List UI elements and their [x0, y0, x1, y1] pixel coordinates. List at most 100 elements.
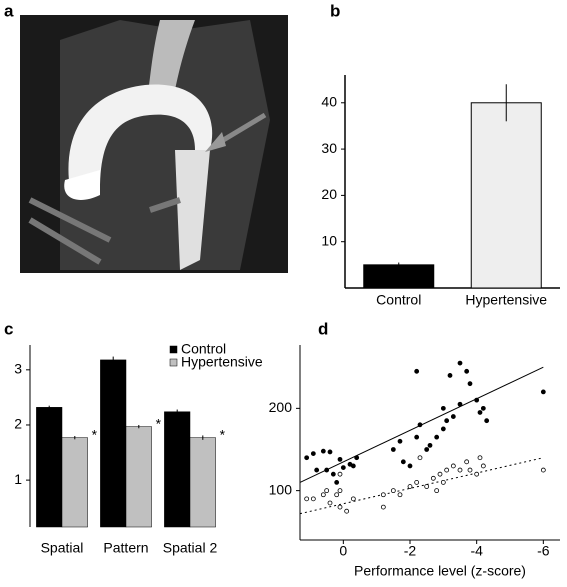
point — [407, 463, 413, 469]
x-tick-label: Pattern — [103, 540, 148, 556]
legend-label: Control — [181, 341, 226, 357]
point — [337, 504, 343, 510]
point — [380, 504, 386, 510]
panel-label: c — [4, 319, 13, 338]
point — [437, 471, 443, 477]
panel-label: b — [330, 1, 340, 20]
y-tick-label: 20 — [321, 186, 337, 202]
point — [450, 414, 456, 419]
point — [334, 492, 340, 498]
point — [467, 467, 473, 473]
y-tick-label: 30 — [321, 140, 337, 156]
point — [417, 455, 423, 461]
point — [480, 405, 486, 411]
point — [457, 401, 463, 407]
annotation: * — [156, 415, 162, 431]
bar — [100, 359, 127, 528]
point — [327, 449, 333, 455]
panel-label: a — [4, 1, 14, 20]
bar — [61, 437, 88, 528]
point — [450, 463, 456, 469]
x-tick-label: Spatial 2 — [163, 540, 218, 556]
point — [434, 434, 440, 440]
y-tick-label: 100 — [269, 481, 293, 497]
point — [424, 484, 430, 489]
trend-line — [299, 457, 544, 515]
point — [540, 389, 546, 395]
y-tick-label: 2 — [14, 416, 22, 432]
point — [474, 397, 480, 403]
legend-swatch — [169, 345, 178, 354]
legend-swatch — [169, 358, 178, 367]
bar — [125, 426, 152, 528]
x-axis-label: Performance level (z-score) — [354, 563, 526, 579]
point — [467, 381, 473, 387]
point — [304, 455, 310, 461]
bar — [363, 264, 435, 289]
annotation: * — [92, 426, 98, 442]
x-tick-label: Control — [376, 292, 421, 308]
point — [427, 442, 433, 448]
point — [310, 496, 316, 502]
panel-label: d — [318, 319, 328, 338]
point — [440, 480, 446, 485]
point — [434, 488, 440, 494]
point — [327, 500, 333, 506]
point — [477, 410, 483, 415]
point — [354, 455, 360, 461]
bar — [189, 437, 216, 528]
y-tick-label: 200 — [269, 399, 293, 415]
y-tick-label: 1 — [14, 471, 22, 487]
point — [414, 368, 420, 374]
x-tick-label: -2 — [404, 543, 417, 559]
xray-image — [20, 15, 288, 273]
point — [430, 475, 436, 481]
point — [334, 480, 340, 485]
point — [350, 496, 356, 502]
y-tick-label: 3 — [14, 361, 22, 377]
point — [304, 496, 310, 502]
point — [400, 459, 406, 465]
x-tick-label: -6 — [537, 543, 550, 559]
x-tick-label: -4 — [470, 543, 483, 559]
point — [457, 360, 463, 366]
point — [540, 467, 546, 473]
point — [324, 467, 330, 473]
x-tick-label: Hypertensive — [465, 292, 547, 308]
point — [337, 456, 343, 462]
point — [457, 467, 463, 473]
point — [390, 447, 396, 452]
point — [324, 488, 330, 494]
point — [414, 480, 420, 485]
point — [397, 492, 403, 498]
point — [417, 422, 423, 428]
point — [424, 447, 430, 452]
point — [380, 492, 386, 498]
annotation: * — [220, 426, 226, 442]
point — [474, 471, 480, 477]
point — [397, 438, 403, 444]
y-tick-label: 40 — [321, 93, 337, 109]
point — [444, 418, 450, 424]
x-tick-label: 0 — [339, 543, 347, 559]
point — [464, 459, 470, 465]
y-tick-label: 10 — [321, 232, 337, 248]
point — [444, 467, 450, 473]
point — [464, 368, 470, 374]
x-tick-label: Spatial — [41, 540, 84, 556]
point — [320, 492, 326, 498]
point — [440, 405, 446, 411]
point — [310, 451, 316, 457]
point — [314, 467, 320, 473]
point — [390, 488, 396, 494]
point — [447, 373, 453, 378]
point — [340, 465, 346, 470]
point — [350, 463, 356, 469]
point — [337, 471, 343, 477]
point — [344, 508, 350, 514]
point — [330, 471, 336, 477]
point — [407, 484, 413, 489]
point — [477, 455, 483, 461]
point — [337, 488, 343, 494]
